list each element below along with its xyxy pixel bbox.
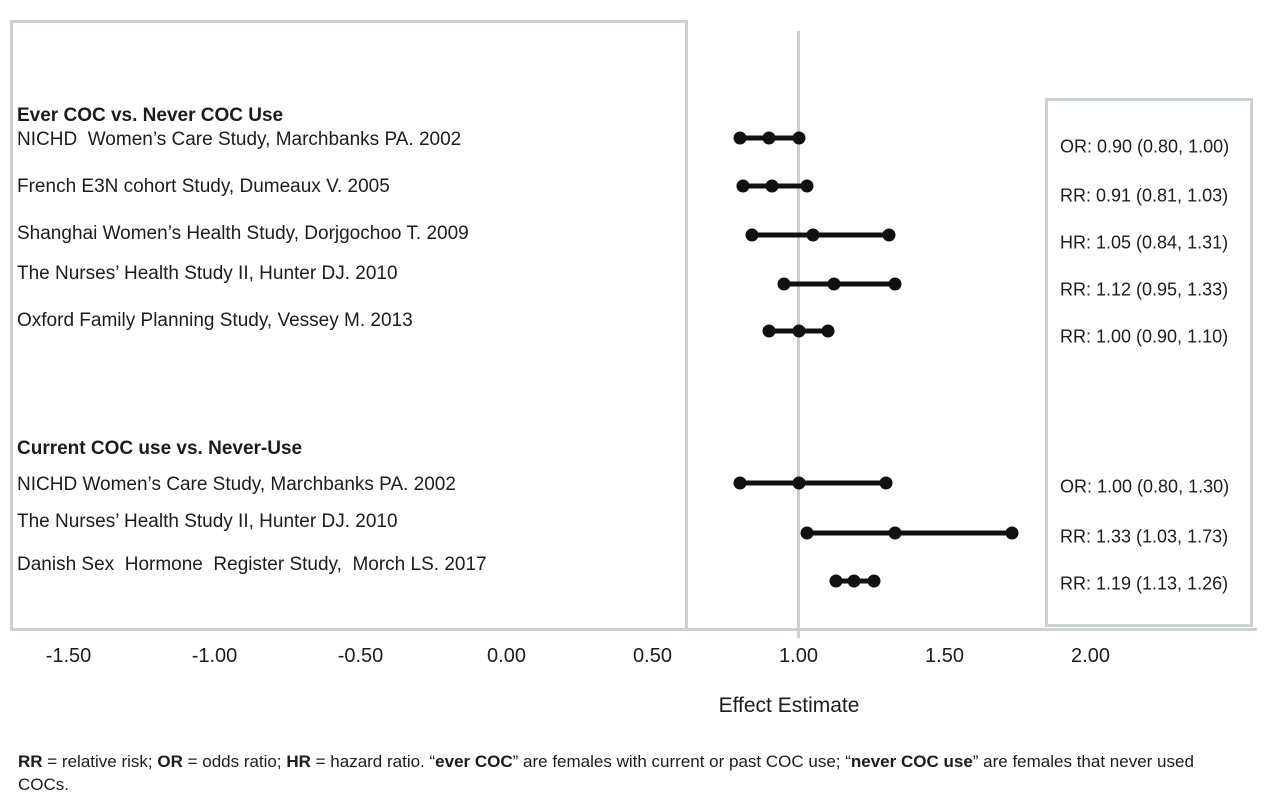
x-tick-label: 0.50 xyxy=(633,645,672,667)
x-tick-label: -0.50 xyxy=(337,645,384,667)
footnote-term: ever COC xyxy=(435,752,513,771)
section-header: Ever COC vs. Never COC Use xyxy=(17,105,284,126)
ci-dot-low xyxy=(733,476,747,490)
footnote-text: = odds ratio; xyxy=(182,752,287,771)
ci-dot-high xyxy=(882,228,896,242)
ci-line xyxy=(807,530,1012,536)
ci-dot-high xyxy=(800,179,814,193)
x-tick-label: 2.00 xyxy=(1071,645,1110,667)
effect-estimate-value: RR: 1.00 (0.90, 1.10) xyxy=(1060,326,1229,347)
ci-dot-low xyxy=(829,574,843,588)
ci-dot-high xyxy=(792,131,805,145)
estimates-panel xyxy=(1045,98,1253,627)
effect-estimate-value: HR: 1.05 (0.84, 1.31) xyxy=(1060,232,1229,253)
footnote-text: = hazard ratio. “ xyxy=(310,752,436,771)
footnote-term: OR xyxy=(157,752,183,771)
study-label: NICHD Women’s Care Study, Marchbanks PA.… xyxy=(17,474,456,495)
x-tick-label: -1.00 xyxy=(191,645,238,667)
x-tick-label: 0.00 xyxy=(487,645,526,667)
ci-dot-low xyxy=(736,179,750,193)
effect-estimate-value: RR: 0.91 (0.81, 1.03) xyxy=(1060,185,1229,206)
effect-estimate-value: RR: 1.12 (0.95, 1.33) xyxy=(1060,279,1229,300)
footnote: RR = relative risk; OR = odds ratio; HR … xyxy=(18,750,1228,796)
ci-dot-low xyxy=(733,131,747,145)
x-axis-title: Effect Estimate xyxy=(718,694,860,717)
ci-dot-low xyxy=(762,324,776,338)
study-label: NICHD Women’s Care Study, Marchbanks PA.… xyxy=(17,129,462,150)
effect-estimate-value: OR: 0.90 (0.80, 1.00) xyxy=(1060,136,1230,157)
point-estimate-dot xyxy=(888,526,902,540)
x-tick-label: 1.00 xyxy=(779,645,818,667)
effect-estimate-value: RR: 1.19 (1.13, 1.26) xyxy=(1060,573,1229,594)
point-estimate-dot xyxy=(827,277,841,291)
footnote-text: = relative risk; xyxy=(42,752,158,771)
effect-estimate-value: RR: 1.33 (1.03, 1.73) xyxy=(1060,526,1229,547)
footnote-term: RR xyxy=(18,752,43,771)
study-label: The Nurses’ Health Study II, Hunter DJ. … xyxy=(17,511,398,532)
x-tick-label: 1.50 xyxy=(925,645,964,667)
footnote-term: HR xyxy=(286,752,311,771)
ci-dot-low xyxy=(777,277,791,291)
study-label: Oxford Family Planning Study, Vessey M. … xyxy=(17,310,413,331)
point-estimate-dot xyxy=(762,131,776,145)
ci-line xyxy=(751,232,889,238)
point-estimate-dot xyxy=(806,228,820,242)
ci-dot-high xyxy=(879,476,893,490)
ci-dot-low xyxy=(800,526,814,540)
footnote-text: ” are females with current or past COC u… xyxy=(512,752,851,771)
ci-dot-high xyxy=(1005,526,1019,540)
point-estimate-dot xyxy=(792,476,805,490)
ci-dot-high xyxy=(888,277,902,291)
x-axis-line xyxy=(10,628,1257,631)
ci-dot-high xyxy=(821,324,835,338)
ci-dot-low xyxy=(745,228,759,242)
ci-dot-high xyxy=(867,574,881,588)
plot-frame xyxy=(10,20,688,630)
study-label: Shanghai Women’s Health Study, Dorjgocho… xyxy=(17,223,469,244)
ci-line xyxy=(740,480,887,486)
footnote-term: never COC use xyxy=(850,752,973,771)
effect-estimate-value: OR: 1.00 (0.80, 1.30) xyxy=(1060,476,1230,497)
point-estimate-dot xyxy=(847,574,861,588)
point-estimate-dot xyxy=(765,179,779,193)
x-tick-label: -1.50 xyxy=(45,645,92,667)
study-label: The Nurses’ Health Study II, Hunter DJ. … xyxy=(17,263,398,284)
study-label: French E3N cohort Study, Dumeaux V. 2005 xyxy=(17,176,390,197)
study-label: Danish Sex Hormone Register Study, Morch… xyxy=(17,554,487,575)
footnote-text: ” are females that never used COCs. xyxy=(18,752,1194,794)
point-estimate-dot xyxy=(792,324,805,338)
section-header: Current COC use vs. Never-Use xyxy=(17,438,303,459)
